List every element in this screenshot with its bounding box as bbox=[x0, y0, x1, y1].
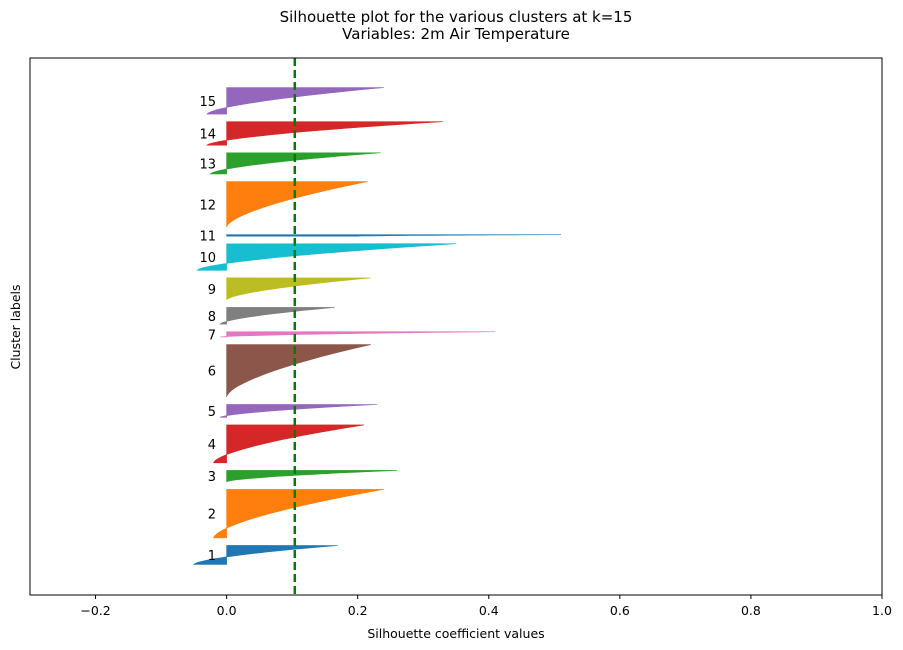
chart-subtitle: Variables: 2m Air Temperature bbox=[342, 25, 570, 43]
x-tick-label: 0.2 bbox=[348, 603, 368, 618]
y-axis-label: Cluster labels bbox=[8, 284, 23, 369]
x-axis-label: Silhouette coefficient values bbox=[367, 626, 544, 641]
cluster-label-9: 9 bbox=[208, 283, 216, 298]
cluster-3-band bbox=[227, 470, 397, 481]
cluster-label-3: 3 bbox=[208, 470, 216, 485]
cluster-label-14: 14 bbox=[199, 127, 216, 142]
cluster-14-band bbox=[207, 122, 443, 146]
x-axis-ticks: −0.2 0.0 0.2 0.4 0.6 0.8 1.0 bbox=[80, 595, 892, 618]
cluster-label-10: 10 bbox=[199, 251, 216, 266]
cluster-label-4: 4 bbox=[208, 438, 216, 453]
cluster-label-13: 13 bbox=[199, 157, 216, 172]
cluster-label-5: 5 bbox=[208, 405, 216, 420]
cluster-label-2: 2 bbox=[208, 508, 216, 523]
silhouette-bars bbox=[194, 88, 561, 565]
cluster-5-band bbox=[220, 404, 377, 417]
cluster-label-11: 11 bbox=[199, 229, 216, 244]
cluster-7-band bbox=[220, 332, 495, 337]
chart-title: Silhouette plot for the various clusters… bbox=[280, 8, 633, 26]
cluster-label-7: 7 bbox=[208, 328, 216, 343]
x-tick-label: 0.6 bbox=[610, 603, 630, 618]
cluster-10-band bbox=[197, 244, 456, 271]
cluster-12-band bbox=[227, 182, 368, 228]
cluster-9-band bbox=[227, 278, 371, 300]
x-tick-label: −0.2 bbox=[80, 603, 110, 618]
cluster-11-band bbox=[227, 235, 561, 237]
cluster-label-6: 6 bbox=[208, 365, 216, 380]
cluster-2-band bbox=[214, 489, 384, 538]
x-tick-label: 1.0 bbox=[872, 603, 892, 618]
x-tick-label: 0.4 bbox=[479, 603, 499, 618]
cluster-label-15: 15 bbox=[199, 95, 216, 110]
plot-frame bbox=[30, 58, 882, 595]
cluster-6-band bbox=[227, 345, 371, 397]
cluster-8-band bbox=[220, 307, 335, 324]
x-tick-label: 0.0 bbox=[217, 603, 237, 618]
cluster-label-8: 8 bbox=[208, 310, 216, 325]
x-tick-label: 0.8 bbox=[741, 603, 761, 618]
cluster-label-1: 1 bbox=[208, 549, 216, 564]
cluster-label-12: 12 bbox=[199, 198, 216, 213]
cluster-4-band bbox=[214, 425, 365, 463]
